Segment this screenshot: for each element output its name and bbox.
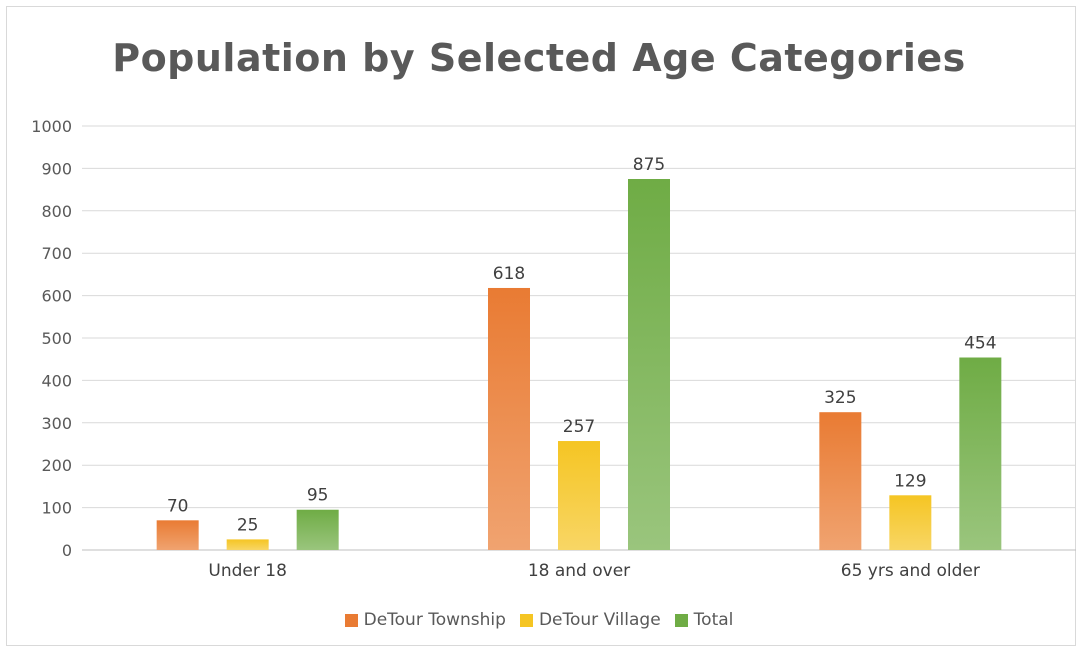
legend-label: Total — [693, 610, 734, 630]
legend-swatch — [344, 613, 358, 627]
legend-swatch — [674, 613, 688, 627]
legend: DeTour Township DeTour Village Total — [0, 610, 1078, 630]
bar — [156, 520, 199, 550]
data-label: 70 — [167, 496, 189, 516]
y-tick-label: 900 — [41, 159, 72, 178]
legend-label: DeTour Township — [363, 610, 506, 630]
bar — [558, 441, 600, 550]
legend-label: DeTour Village — [538, 610, 661, 630]
bar-chart: 0 100 200 300 400 500 600 700 800 900 1000 70 25 95 6… — [31, 117, 1076, 581]
bar — [959, 357, 1002, 550]
chart-title: Population by Selected Age Categories — [112, 36, 966, 80]
data-label: 618 — [493, 264, 525, 284]
bar — [226, 539, 269, 550]
legend-swatch — [519, 613, 533, 627]
bar — [296, 509, 339, 550]
data-label: 25 — [237, 515, 259, 535]
y-tick-label: 1000 — [31, 117, 72, 136]
legend-item: DeTour Township — [344, 610, 506, 630]
bar — [628, 179, 670, 550]
y-tick-label: 600 — [41, 287, 72, 306]
data-label: 129 — [894, 471, 926, 491]
data-label: 257 — [563, 417, 595, 437]
y-tick-label: 300 — [41, 414, 72, 433]
category-label: 18 and over — [528, 561, 630, 581]
bar — [488, 287, 530, 550]
bar — [889, 495, 932, 550]
data-label: 454 — [964, 334, 996, 354]
y-tick-label: 500 — [41, 329, 72, 348]
y-tick-label: 800 — [41, 202, 72, 221]
data-label: 95 — [307, 486, 329, 506]
category-label: 65 yrs and older — [841, 561, 980, 581]
data-label: 875 — [633, 155, 665, 175]
legend-item: Total — [674, 610, 734, 630]
category-label: Under 18 — [208, 561, 287, 581]
data-label: 325 — [824, 388, 856, 408]
y-tick-label: 0 — [62, 541, 72, 560]
bar — [819, 412, 862, 550]
y-tick-label: 400 — [41, 371, 72, 390]
y-tick-label: 100 — [41, 499, 72, 518]
y-tick-label: 700 — [41, 244, 72, 263]
y-tick-label: 200 — [41, 456, 72, 475]
legend-item: DeTour Village — [519, 610, 661, 630]
